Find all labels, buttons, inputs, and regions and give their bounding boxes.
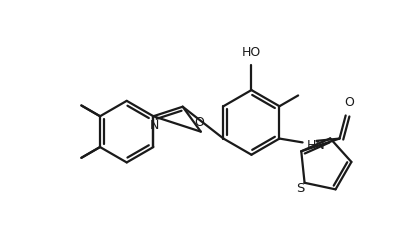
Text: HO: HO xyxy=(241,46,260,59)
Text: HN: HN xyxy=(306,139,324,152)
Text: N: N xyxy=(150,119,159,132)
Text: O: O xyxy=(194,116,204,129)
Text: S: S xyxy=(296,182,304,196)
Text: O: O xyxy=(344,96,354,109)
